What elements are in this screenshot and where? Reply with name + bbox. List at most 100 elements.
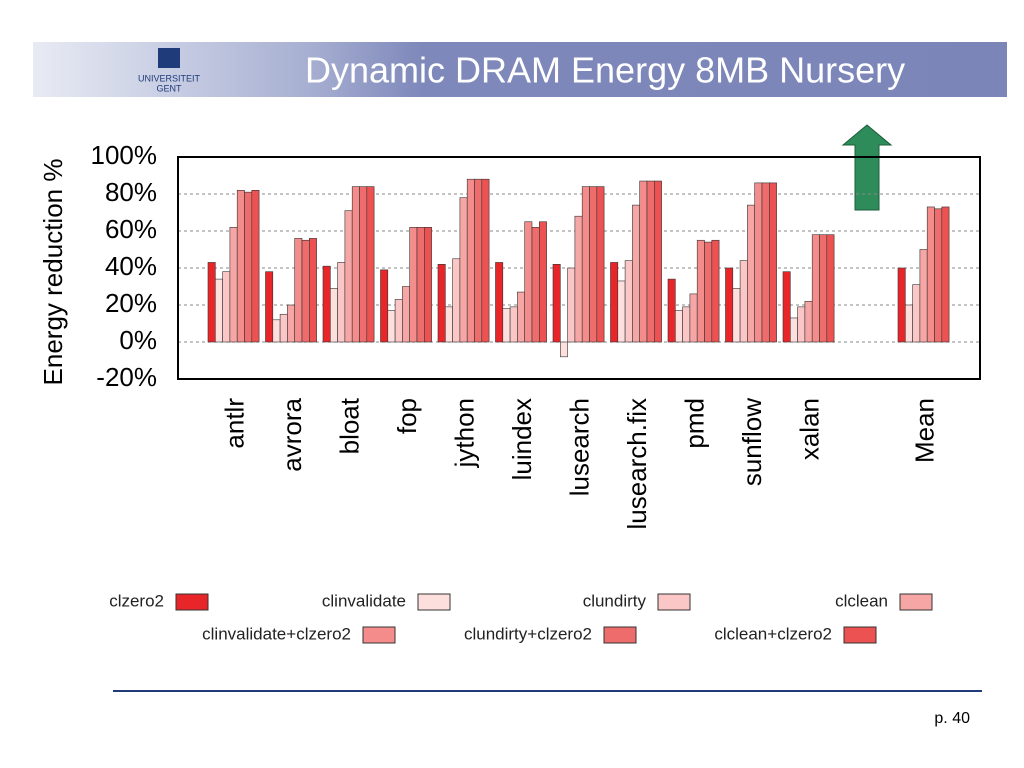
bar — [732, 288, 741, 343]
bar — [704, 241, 713, 343]
bar — [265, 271, 274, 343]
bar — [416, 227, 425, 343]
y-tick-label: 60% — [105, 214, 157, 244]
bar — [624, 260, 633, 343]
legend-label: clinvalidate — [322, 591, 406, 610]
bar — [538, 221, 547, 343]
bar — [272, 319, 281, 343]
bar — [559, 341, 568, 358]
bar — [689, 293, 698, 343]
bar — [444, 306, 453, 343]
legend-label: clzero2 — [109, 591, 164, 610]
bar — [524, 221, 533, 343]
x-tick-label: Mean — [909, 398, 939, 463]
legend-label: clclean — [835, 591, 888, 610]
bar — [229, 227, 238, 343]
x-tick-label: luindex — [507, 398, 537, 480]
bar — [552, 263, 561, 343]
legend-swatch — [843, 626, 877, 644]
bar — [351, 186, 360, 343]
bar — [402, 286, 410, 343]
bar — [502, 308, 511, 343]
bar — [934, 208, 943, 343]
x-tick-label: jython — [449, 398, 479, 468]
bar — [437, 263, 446, 343]
bar — [926, 206, 935, 343]
bar — [682, 306, 691, 343]
bar — [215, 278, 223, 343]
bar — [495, 262, 504, 343]
bar — [711, 239, 720, 343]
bar — [797, 306, 806, 343]
legend-swatch — [362, 626, 396, 644]
logo-icon — [158, 48, 180, 68]
y-tick-label: -20% — [96, 362, 157, 392]
bar — [789, 317, 798, 343]
arrow-up — [841, 124, 893, 211]
bar — [617, 280, 626, 343]
bar — [409, 227, 418, 343]
bar — [474, 178, 483, 343]
bar — [646, 180, 655, 343]
y-tick-label: 20% — [105, 288, 157, 318]
x-tick-label: bloat — [334, 397, 364, 454]
bar — [904, 304, 913, 343]
x-tick-label: antlr — [219, 398, 249, 449]
legend-swatch — [417, 593, 451, 611]
bar — [725, 267, 734, 343]
bar — [359, 186, 368, 343]
bar — [754, 182, 763, 343]
legend-swatch — [899, 593, 933, 611]
bar — [394, 299, 403, 343]
x-tick-label: pmd — [679, 398, 709, 449]
x-tick-label: avrora — [277, 397, 307, 471]
bar — [337, 262, 346, 343]
legend-swatch — [657, 593, 691, 611]
bar — [294, 238, 303, 343]
logo: UNIVERSITEIT GENT — [138, 48, 201, 93]
bar — [509, 306, 518, 343]
bar — [897, 267, 906, 343]
bar — [344, 210, 353, 343]
bar — [632, 204, 641, 343]
bar — [941, 206, 950, 343]
bar — [301, 239, 310, 343]
bar — [517, 291, 526, 343]
bar — [387, 310, 396, 343]
plot: -20% 0% 20% 40% 60% 80% 100% antlr avrora bloat fo… — [91, 140, 980, 530]
plot-frame — [177, 156, 981, 380]
bar — [366, 186, 375, 343]
bar — [567, 267, 576, 343]
bar — [244, 191, 253, 343]
legend-label: clclean+clzero2 — [714, 624, 832, 643]
bar — [236, 190, 245, 343]
bar — [308, 238, 317, 343]
x-tick-label: sunflow — [737, 398, 767, 486]
legend-label: clinvalidate+clzero2 — [202, 624, 351, 643]
bar — [739, 260, 748, 343]
bar — [329, 288, 338, 343]
y-axis-title: Energy reduction % — [38, 159, 68, 386]
bar — [322, 265, 331, 343]
bar — [222, 271, 231, 343]
legend-swatch — [175, 593, 209, 611]
bar — [639, 180, 648, 343]
legend-label: clundirty+clzero2 — [464, 624, 592, 643]
bar — [596, 186, 605, 343]
bar — [423, 227, 432, 343]
bar — [481, 178, 490, 343]
bar — [919, 249, 928, 343]
x-tick-label: lusearch.fix — [622, 398, 652, 530]
y-tick-label: 100% — [91, 140, 158, 170]
bar — [531, 227, 540, 343]
x-tick-label: fop — [392, 398, 422, 434]
header-band — [33, 42, 1007, 97]
logo-text: UNIVERSITEIT — [138, 73, 201, 83]
bar — [696, 239, 705, 343]
bar — [761, 182, 770, 343]
bar — [674, 310, 683, 343]
bar — [782, 271, 791, 343]
slide-title: Dynamic DRAM Energy 8MB Nursery — [305, 50, 905, 91]
bar — [667, 278, 676, 343]
